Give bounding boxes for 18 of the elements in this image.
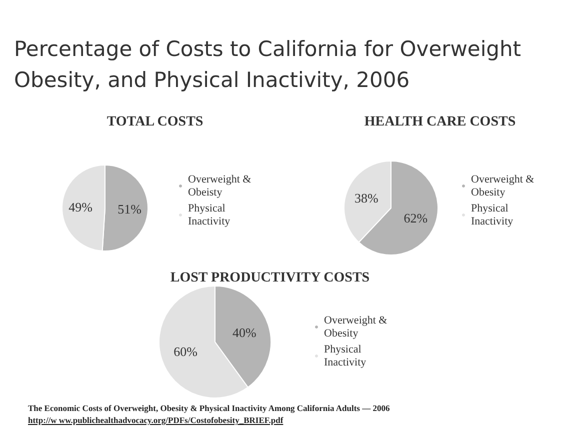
data-label: 62%: [404, 210, 428, 226]
legend-label: Physical Inactivity: [188, 202, 231, 228]
legend-label: Physical Inactivity: [471, 202, 514, 228]
legend-label: Overweight & Obesity: [324, 314, 390, 340]
text: The Economic Costs of Overweight, Obesity & Physical Inactivity Among California Adults — 2006: [28, 402, 390, 414]
chart-title: Percentage of Costs to California for Overweight Obesity, and Physical Inactivity, 2006: [14, 36, 522, 94]
legend-label: Overweight & Obeisty: [188, 174, 254, 198]
data-label: 40%: [232, 324, 257, 340]
text: http://w ww.publichealthadvocacy.org/PDFs/Costofobesity_BRIEF.pdf: [28, 414, 284, 426]
chart-subtitle: LOST PRODUCTIVITY COSTS: [170, 270, 370, 286]
data-label: 38%: [354, 190, 378, 206]
data-label: 60%: [174, 344, 198, 360]
data-label: 49%: [68, 200, 93, 215]
data-label: 51%: [118, 201, 142, 216]
legend-label: Overweight & Obesity: [471, 174, 537, 198]
legend-label: Physical Inactivity: [324, 344, 367, 368]
chart-subtitle: HEALTH CARE COSTS: [364, 114, 516, 130]
chart-subtitle: TOTAL COSTS: [106, 114, 204, 130]
